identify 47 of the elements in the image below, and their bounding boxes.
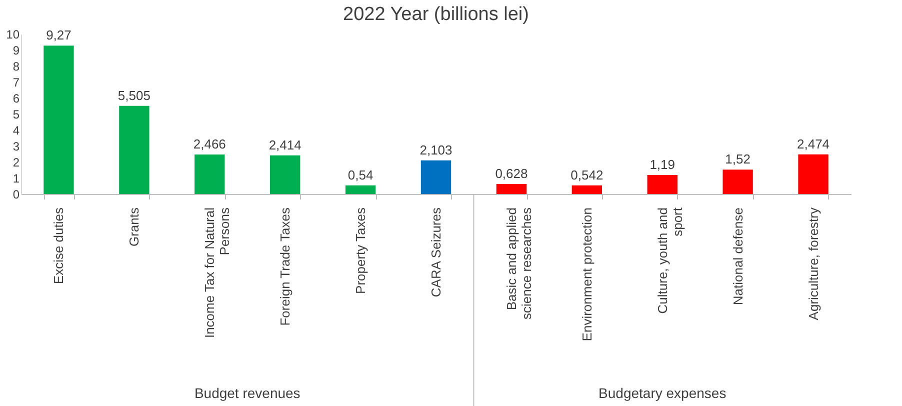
bar bbox=[647, 174, 678, 194]
y-tick-label: 6 bbox=[12, 92, 20, 106]
data-label: 9,27 bbox=[46, 28, 72, 43]
y-tick-label: 8 bbox=[12, 60, 20, 74]
y-tick-label: 1 bbox=[12, 172, 20, 186]
bar bbox=[572, 185, 602, 194]
x-tick-label: Agriculture, forestry bbox=[806, 207, 821, 320]
bar bbox=[496, 184, 527, 194]
y-tick-label: 2 bbox=[12, 156, 20, 170]
data-label: 5,505 bbox=[118, 88, 150, 103]
bar bbox=[345, 185, 376, 194]
data-label: 2,414 bbox=[268, 137, 302, 152]
x-tick-label: Basic and applied science researches bbox=[504, 207, 534, 320]
y-tick-label: 4 bbox=[12, 124, 20, 138]
data-label: 0,54 bbox=[348, 167, 374, 182]
text: Budget revenues bbox=[194, 385, 300, 401]
bar bbox=[44, 46, 74, 194]
x-tick-label: Culture, youth and sport bbox=[654, 207, 685, 314]
y-tick-label: 5 bbox=[12, 108, 20, 122]
x-tick-label: Excise duties bbox=[51, 207, 66, 284]
text: Budgetary expenses bbox=[598, 385, 726, 401]
y-tick-label: 10 bbox=[6, 28, 20, 42]
y-tick-label: 9 bbox=[12, 44, 20, 58]
data-label: 0,542 bbox=[570, 167, 604, 182]
bar bbox=[722, 170, 753, 194]
bar bbox=[798, 154, 828, 194]
data-label: 1,52 bbox=[725, 152, 750, 167]
bar bbox=[119, 106, 150, 194]
x-tick-label: National defense bbox=[730, 208, 746, 306]
bar bbox=[194, 154, 225, 194]
x-tick-label: Foreign Trade Taxes bbox=[278, 207, 293, 326]
x-tick-label: Property Taxes bbox=[353, 207, 368, 294]
x-tick-label: Income Tax for Natural Persons bbox=[202, 207, 232, 338]
x-tick-label: Grants bbox=[126, 207, 142, 247]
bar bbox=[270, 155, 300, 194]
y-tick-label: 3 bbox=[12, 140, 20, 154]
chart-title: 2022 Year (billions lei) bbox=[343, 4, 529, 25]
data-label: 2,103 bbox=[420, 142, 452, 158]
data-label: 2,474 bbox=[797, 136, 830, 152]
data-label: 0,628 bbox=[495, 166, 528, 181]
y-tick-label: 7 bbox=[12, 76, 20, 90]
data-label: 2,466 bbox=[193, 136, 226, 152]
data-label: 1,19 bbox=[650, 156, 676, 172]
y-tick-label: 0 bbox=[12, 188, 20, 202]
x-tick-label: CARA Seizures bbox=[428, 207, 444, 298]
x-tick-label: Environment protection bbox=[579, 208, 594, 342]
bar bbox=[420, 160, 452, 194]
